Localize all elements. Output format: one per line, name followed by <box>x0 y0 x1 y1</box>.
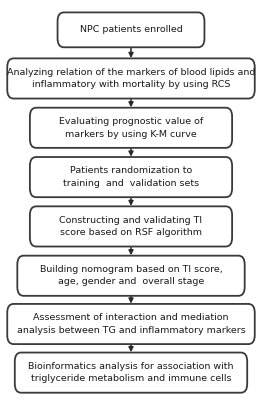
FancyBboxPatch shape <box>30 206 232 246</box>
Text: NPC patients enrolled: NPC patients enrolled <box>80 25 182 34</box>
Text: Patients randomization to
training  and  validation sets: Patients randomization to training and v… <box>63 166 199 188</box>
FancyBboxPatch shape <box>15 352 247 393</box>
Text: Constructing and validating TI
score based on RSF algorithm: Constructing and validating TI score bas… <box>59 216 203 237</box>
FancyBboxPatch shape <box>58 12 204 47</box>
Text: Analyzing relation of the markers of blood lipids and
inflammatory with mortalit: Analyzing relation of the markers of blo… <box>7 68 255 89</box>
Text: Evaluating prognostic value of
markers by using K-M curve: Evaluating prognostic value of markers b… <box>59 117 203 138</box>
FancyBboxPatch shape <box>30 108 232 148</box>
Text: Building nomogram based on TI score,
age, gender and  overall stage: Building nomogram based on TI score, age… <box>40 265 222 286</box>
FancyBboxPatch shape <box>7 58 255 98</box>
Text: Assessment of interaction and mediation
analysis between TG and inflammatory mar: Assessment of interaction and mediation … <box>17 313 245 335</box>
Text: Bioinformatics analysis for association with
triglyceride metabolism and immune : Bioinformatics analysis for association … <box>28 362 234 383</box>
FancyBboxPatch shape <box>17 256 245 296</box>
FancyBboxPatch shape <box>7 304 255 344</box>
FancyBboxPatch shape <box>30 157 232 197</box>
